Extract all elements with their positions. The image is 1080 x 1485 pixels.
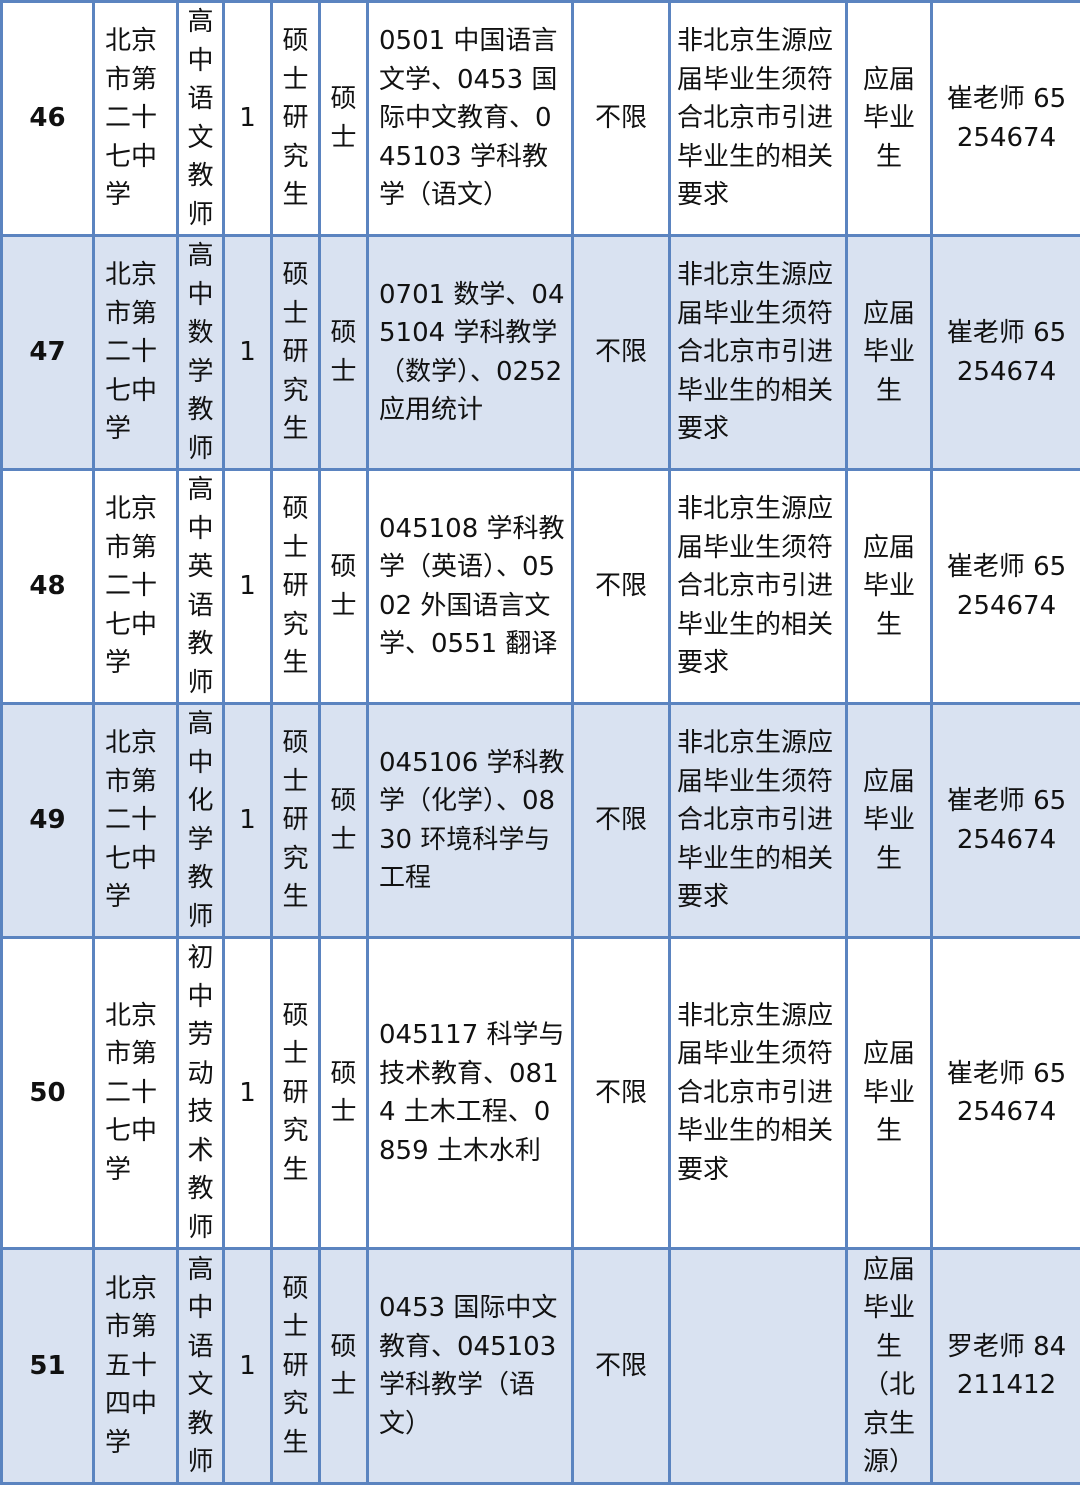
- school-name: 北京市第二十七中学: [94, 236, 178, 470]
- contact-info: 崔老师 65254674: [932, 236, 1080, 470]
- headcount: 1: [224, 704, 272, 938]
- household-requirement: 不限: [573, 236, 670, 470]
- candidate-identity: 应届毕业生: [847, 236, 932, 470]
- degree: 硕士: [320, 236, 368, 470]
- headcount: 1: [224, 236, 272, 470]
- degree: 硕士: [320, 1249, 368, 1484]
- position-name: 高中化学教师: [178, 704, 224, 938]
- row-number: 50: [2, 938, 94, 1249]
- school-name: 北京市第二十七中学: [94, 938, 178, 1249]
- education-level: 硕士研究生: [272, 2, 320, 236]
- education-level: 硕士研究生: [272, 470, 320, 704]
- row-number: 49: [2, 704, 94, 938]
- candidate-identity: 应届毕业生: [847, 2, 932, 236]
- row-number: 47: [2, 236, 94, 470]
- household-requirement: 不限: [573, 1249, 670, 1484]
- contact-info: 罗老师 84211412: [932, 1249, 1080, 1484]
- household-requirement: 不限: [573, 704, 670, 938]
- candidate-identity: 应届毕业生: [847, 470, 932, 704]
- headcount: 1: [224, 1249, 272, 1484]
- major-requirement: 0453 国际中文教育、045103 学科教学（语文）: [368, 1249, 573, 1484]
- position-name: 高中数学教师: [178, 236, 224, 470]
- other-requirement: 非北京生源应届毕业生须符合北京市引进毕业生的相关要求: [670, 704, 847, 938]
- major-requirement: 045108 学科教学（英语）、0502 外国语言文学、0551 翻译: [368, 470, 573, 704]
- household-requirement: 不限: [573, 938, 670, 1249]
- other-requirement: 非北京生源应届毕业生须符合北京市引进毕业生的相关要求: [670, 236, 847, 470]
- education-level: 硕士研究生: [272, 1249, 320, 1484]
- school-name: 北京市第二十七中学: [94, 704, 178, 938]
- position-name: 高中语文教师: [178, 2, 224, 236]
- contact-info: 崔老师 65254674: [932, 704, 1080, 938]
- education-level: 硕士研究生: [272, 236, 320, 470]
- contact-info: 崔老师 65254674: [932, 2, 1080, 236]
- position-name: 初中劳动技术教师: [178, 938, 224, 1249]
- other-requirement: 非北京生源应届毕业生须符合北京市引进毕业生的相关要求: [670, 938, 847, 1249]
- position-name: 高中语文教师: [178, 1249, 224, 1484]
- household-requirement: 不限: [573, 470, 670, 704]
- school-name: 北京市第五十四中学: [94, 1249, 178, 1484]
- candidate-identity: 应届毕业生（北京生源）: [847, 1249, 932, 1484]
- other-requirement: 非北京生源应届毕业生须符合北京市引进毕业生的相关要求: [670, 2, 847, 236]
- degree: 硕士: [320, 938, 368, 1249]
- candidate-identity: 应届毕业生: [847, 704, 932, 938]
- major-requirement: 0501 中国语言文学、0453 国际中文教育、045103 学科教学（语文）: [368, 2, 573, 236]
- row-number: 51: [2, 1249, 94, 1484]
- contact-info: 崔老师 65254674: [932, 470, 1080, 704]
- other-requirement: [670, 1249, 847, 1484]
- row-number: 48: [2, 470, 94, 704]
- major-requirement: 045117 科学与技术教育、0814 土木工程、0859 土木水利: [368, 938, 573, 1249]
- candidate-identity: 应届毕业生: [847, 938, 932, 1249]
- headcount: 1: [224, 470, 272, 704]
- education-level: 硕士研究生: [272, 938, 320, 1249]
- other-requirement: 非北京生源应届毕业生须符合北京市引进毕业生的相关要求: [670, 470, 847, 704]
- headcount: 1: [224, 2, 272, 236]
- degree: 硕士: [320, 470, 368, 704]
- school-name: 北京市第二十七中学: [94, 2, 178, 236]
- major-requirement: 045106 学科教学（化学）、0830 环境科学与工程: [368, 704, 573, 938]
- contact-info: 崔老师 65254674: [932, 938, 1080, 1249]
- row-number: 46: [2, 2, 94, 236]
- headcount: 1: [224, 938, 272, 1249]
- major-requirement: 0701 数学、045104 学科教学（数学）、0252 应用统计: [368, 236, 573, 470]
- education-level: 硕士研究生: [272, 704, 320, 938]
- degree: 硕士: [320, 704, 368, 938]
- position-name: 高中英语教师: [178, 470, 224, 704]
- school-name: 北京市第二十七中学: [94, 470, 178, 704]
- degree: 硕士: [320, 2, 368, 236]
- household-requirement: 不限: [573, 2, 670, 236]
